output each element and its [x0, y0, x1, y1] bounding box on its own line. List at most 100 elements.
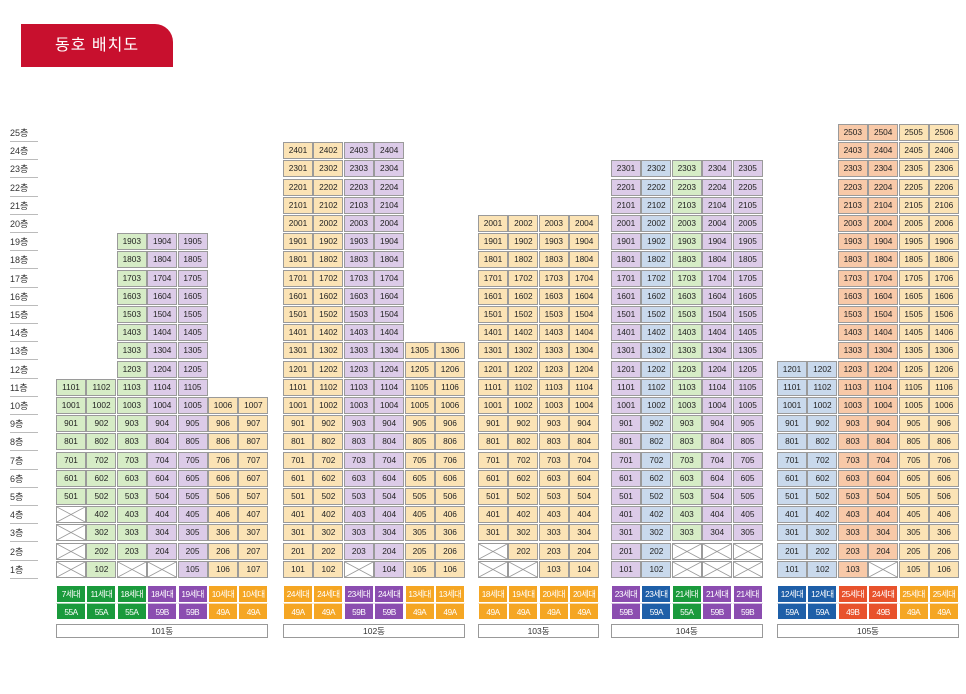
unit-cell: 2003: [837, 215, 868, 232]
unit-cell: 203: [538, 542, 569, 560]
unit-cell: 1204: [868, 360, 899, 378]
unit-cell: 2205: [898, 178, 929, 196]
unit-cell: 2104: [702, 196, 733, 214]
household-count-label: 23세대: [611, 585, 641, 602]
household-count-label: 19세대: [177, 585, 208, 602]
empty-unit-cell: [732, 542, 763, 560]
unit-cell: 502: [508, 488, 539, 505]
unit-cell: 1504: [147, 306, 178, 323]
unit-cell: 1603: [538, 287, 569, 305]
unit-cell: 2304: [374, 160, 405, 178]
unit-cell: 1301: [283, 342, 313, 360]
unit-cell: 502: [313, 488, 344, 505]
floor-label: 25층: [10, 128, 29, 138]
unit-cell: 1304: [702, 342, 733, 360]
building-label: 101동: [56, 624, 269, 638]
unit-cell: 2405: [898, 142, 929, 160]
unit-cell: 2001: [611, 215, 641, 232]
unit-cell: 303: [671, 524, 702, 542]
unit-cell: 202: [641, 542, 672, 560]
unit-cell: 604: [569, 469, 600, 487]
unit-cell: 705: [898, 451, 929, 469]
unit-cell: 506: [435, 488, 465, 505]
unit-cell: 107: [238, 560, 269, 578]
unit-cell: 902: [807, 415, 838, 433]
unit-cell: 1703: [837, 269, 868, 287]
unit-cell: 1105: [898, 378, 929, 396]
unit-cell: 1504: [868, 306, 899, 323]
unit-cell: 902: [641, 415, 672, 433]
unit-cell: 2201: [611, 178, 641, 196]
empty-unit-cell: [732, 560, 763, 578]
unit-cell: 1203: [343, 360, 374, 378]
unit-cell: 505: [404, 488, 435, 505]
unit-cell: 1003: [343, 397, 374, 414]
unit-cell: 906: [929, 415, 959, 433]
floor-label: 4층: [10, 510, 24, 521]
unit-cell: 2301: [283, 160, 313, 178]
unit-cell: 1704: [702, 269, 733, 287]
unit-cell: 1704: [868, 269, 899, 287]
empty-unit-cell: [868, 560, 899, 578]
unit-type-label: 49A: [313, 603, 344, 620]
unit-cell: 1901: [611, 233, 641, 251]
unit-type-label: 59B: [343, 603, 374, 620]
unit-cell: 1804: [868, 251, 899, 269]
floor-divider: [10, 304, 38, 306]
unit-cell: 1503: [343, 306, 374, 323]
unit-cell: 704: [374, 451, 405, 469]
unit-cell: 2202: [313, 178, 344, 196]
unit-cell: 406: [208, 506, 238, 524]
unit-cell: 1301: [611, 342, 641, 360]
unit-cell: 1305: [404, 342, 435, 360]
unit-cell: 1804: [702, 251, 733, 269]
unit-cell: 706: [435, 451, 465, 469]
unit-cell: 1103: [538, 378, 569, 396]
unit-cell: 2401: [283, 142, 313, 160]
unit-cell: 307: [238, 524, 269, 542]
unit-cell: 1903: [837, 233, 868, 251]
unit-cell: 702: [508, 451, 539, 469]
unit-cell: 2202: [641, 178, 672, 196]
unit-cell: 1705: [898, 269, 929, 287]
unit-cell: 1902: [641, 233, 672, 251]
unit-cell: 103: [538, 560, 569, 578]
unit-cell: 1405: [898, 324, 929, 342]
unit-cell: 1701: [611, 269, 641, 287]
unit-cell: 904: [374, 415, 405, 433]
unit-cell: 2005: [898, 215, 929, 232]
unit-cell: 2101: [283, 196, 313, 214]
unit-cell: 206: [435, 542, 465, 560]
household-count-label: 25세대: [837, 585, 868, 602]
unit-cell: 2404: [868, 142, 899, 160]
unit-cell: 401: [478, 506, 508, 524]
unit-cell: 1504: [569, 306, 600, 323]
unit-cell: 1302: [641, 342, 672, 360]
unit-cell: 1903: [538, 233, 569, 251]
unit-cell: 601: [611, 469, 641, 487]
unit-cell: 1101: [56, 378, 86, 396]
unit-cell: 1606: [929, 287, 959, 305]
unit-cell: 303: [343, 524, 374, 542]
floor-label: 21층: [10, 200, 29, 211]
unit-cell: 2205: [732, 178, 763, 196]
unit-cell: 1903: [343, 233, 374, 251]
unit-cell: 707: [238, 451, 269, 469]
unit-cell: 1101: [777, 378, 807, 396]
unit-cell: 1404: [569, 324, 600, 342]
unit-type-label: 49A: [238, 603, 269, 620]
unit-cell: 706: [929, 451, 959, 469]
unit-cell: 1303: [116, 342, 147, 360]
unit-cell: 2304: [868, 160, 899, 178]
unit-cell: 303: [538, 524, 569, 542]
unit-cell: 401: [611, 506, 641, 524]
unit-cell: 701: [283, 451, 313, 469]
unit-cell: 502: [641, 488, 672, 505]
unit-cell: 2102: [641, 196, 672, 214]
unit-cell: 504: [702, 488, 733, 505]
household-count-label: 25세대: [898, 585, 929, 602]
unit-cell: 305: [177, 524, 208, 542]
unit-type-label: 59A: [641, 603, 672, 620]
unit-cell: 1002: [641, 397, 672, 414]
floor-divider: [10, 577, 38, 579]
